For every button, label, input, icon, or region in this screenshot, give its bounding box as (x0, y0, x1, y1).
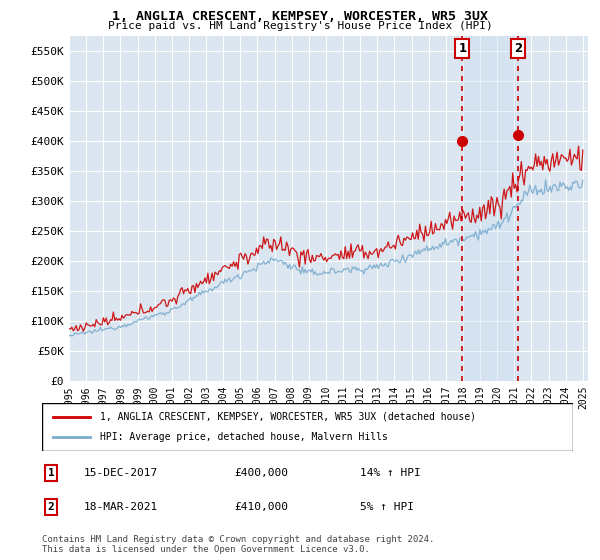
Text: £410,000: £410,000 (234, 502, 288, 512)
Bar (462, 36, 518, 381)
Text: HPI: Average price, detached house, Malvern Hills: HPI: Average price, detached house, Malv… (100, 432, 388, 442)
Text: 1, ANGLIA CRESCENT, KEMPSEY, WORCESTER, WR5 3UX: 1, ANGLIA CRESCENT, KEMPSEY, WORCESTER, … (112, 10, 488, 23)
Text: 14% ↑ HPI: 14% ↑ HPI (360, 468, 421, 478)
Text: 5% ↑ HPI: 5% ↑ HPI (360, 502, 414, 512)
Text: 1, ANGLIA CRESCENT, KEMPSEY, WORCESTER, WR5 3UX (detached house): 1, ANGLIA CRESCENT, KEMPSEY, WORCESTER, … (100, 412, 476, 422)
Text: Price paid vs. HM Land Registry's House Price Index (HPI): Price paid vs. HM Land Registry's House … (107, 21, 493, 31)
Text: 18-MAR-2021: 18-MAR-2021 (84, 502, 158, 512)
Text: Contains HM Land Registry data © Crown copyright and database right 2024.
This d: Contains HM Land Registry data © Crown c… (42, 535, 434, 554)
Text: 1: 1 (458, 42, 466, 55)
Text: 2: 2 (514, 42, 522, 55)
Text: 2: 2 (47, 502, 55, 512)
FancyBboxPatch shape (42, 403, 573, 451)
Text: 15-DEC-2017: 15-DEC-2017 (84, 468, 158, 478)
Text: £400,000: £400,000 (234, 468, 288, 478)
Text: 1: 1 (47, 468, 55, 478)
